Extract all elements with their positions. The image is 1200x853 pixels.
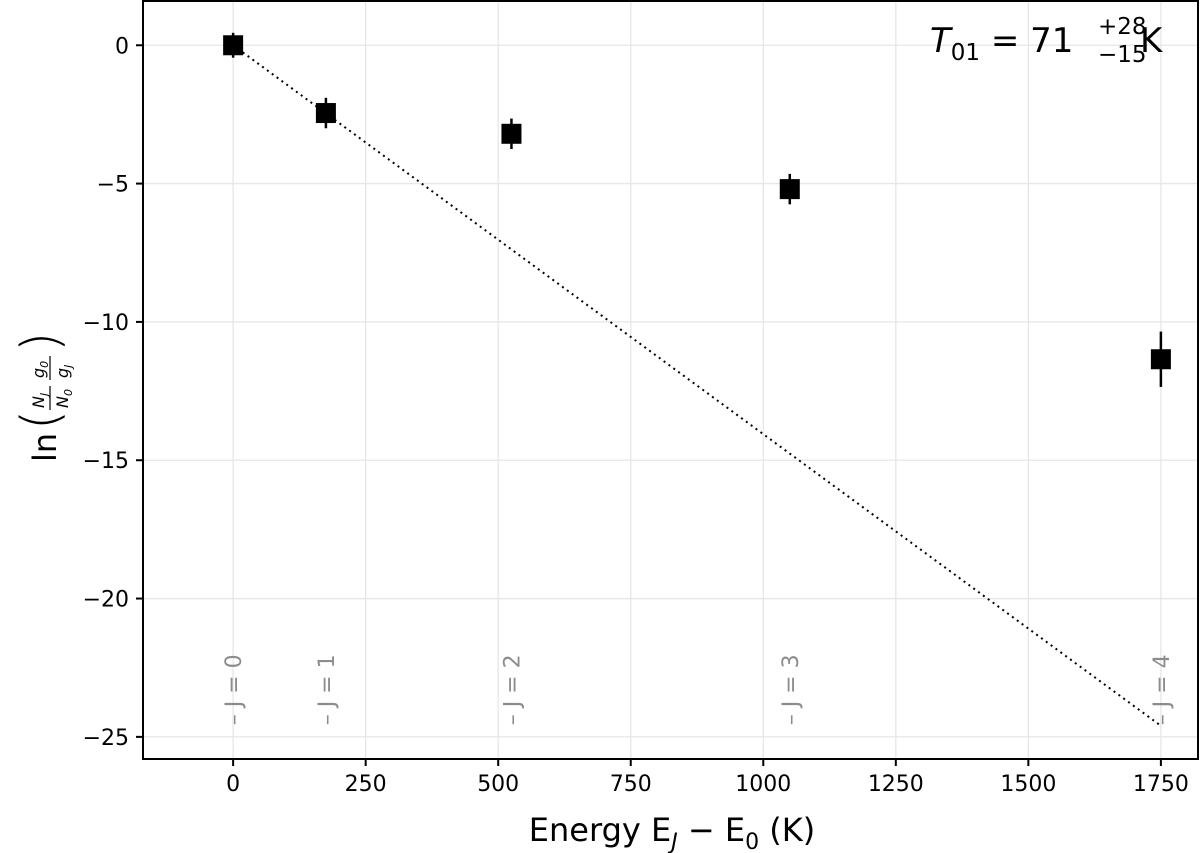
svg-text:ln: ln (26, 433, 64, 462)
svg-text:K: K (1140, 21, 1164, 61)
svg-text:−15: −15 (1098, 42, 1147, 68)
svg-text:N0: N0 (53, 389, 75, 408)
x-tick-label: 1750 (1133, 772, 1189, 797)
x-tick-label: 1000 (735, 772, 791, 797)
data-point (1150, 349, 1171, 370)
energy-level-label: – J = 3 (779, 654, 804, 725)
data-point-layer (223, 32, 1171, 387)
tick-layer: 0 250 500 750 1000 1250 1500 1750 0 −5 −10 −15 −20 −2… (83, 34, 1189, 797)
x-tick-label: 250 (345, 772, 387, 797)
y-tick-label: −10 (83, 311, 129, 336)
svg-text:g0: g0 (29, 361, 51, 378)
x-tick-label: 1500 (1000, 772, 1056, 797)
energy-level-label: – J = 0 (222, 654, 247, 725)
y-tick-label: −25 (83, 726, 129, 751)
energy-level-label: – J = 4 (1150, 654, 1175, 725)
data-point (501, 123, 522, 144)
y-tick-label: 0 (115, 34, 129, 59)
x-axis-title: Energy EJ − E0 (K) (529, 811, 815, 853)
energy-level-label: – J = 1 (315, 654, 340, 725)
y-axis-title: ln ( NJ N0 g0 gJ ) (11, 332, 75, 462)
y-tick-label: −20 (83, 588, 129, 613)
svg-text:(: ( (11, 410, 71, 430)
x-tick-label: 750 (610, 772, 652, 797)
y-tick-label: −15 (83, 449, 129, 474)
svg-text:+28: +28 (1098, 14, 1147, 40)
svg-text:gJ: gJ (53, 365, 75, 378)
x-tick-label: 1250 (868, 772, 924, 797)
x-tick-label: 500 (477, 772, 519, 797)
temperature-annotation: T01 = 71 +28 −15 K (930, 14, 1164, 68)
energy-level-label: – J = 2 (500, 654, 525, 725)
x-tick-label: 0 (226, 772, 240, 797)
y-tick-label: −5 (97, 173, 129, 198)
grid-layer (143, 1, 1198, 759)
svg-text:): ) (11, 332, 71, 352)
data-point (315, 103, 336, 124)
data-point (223, 35, 244, 56)
data-point (779, 179, 800, 200)
fit-line-layer (232, 44, 1162, 727)
svg-text:NJ: NJ (29, 393, 51, 408)
level-label-layer: – J = 0 – J = 1 – J = 2 – J = 3 – J = 4 (222, 654, 1175, 725)
svg-text:T01 = 71: T01 = 71 (930, 21, 1073, 66)
fit-line (232, 44, 1162, 727)
plot-frame (142, 0, 1199, 760)
